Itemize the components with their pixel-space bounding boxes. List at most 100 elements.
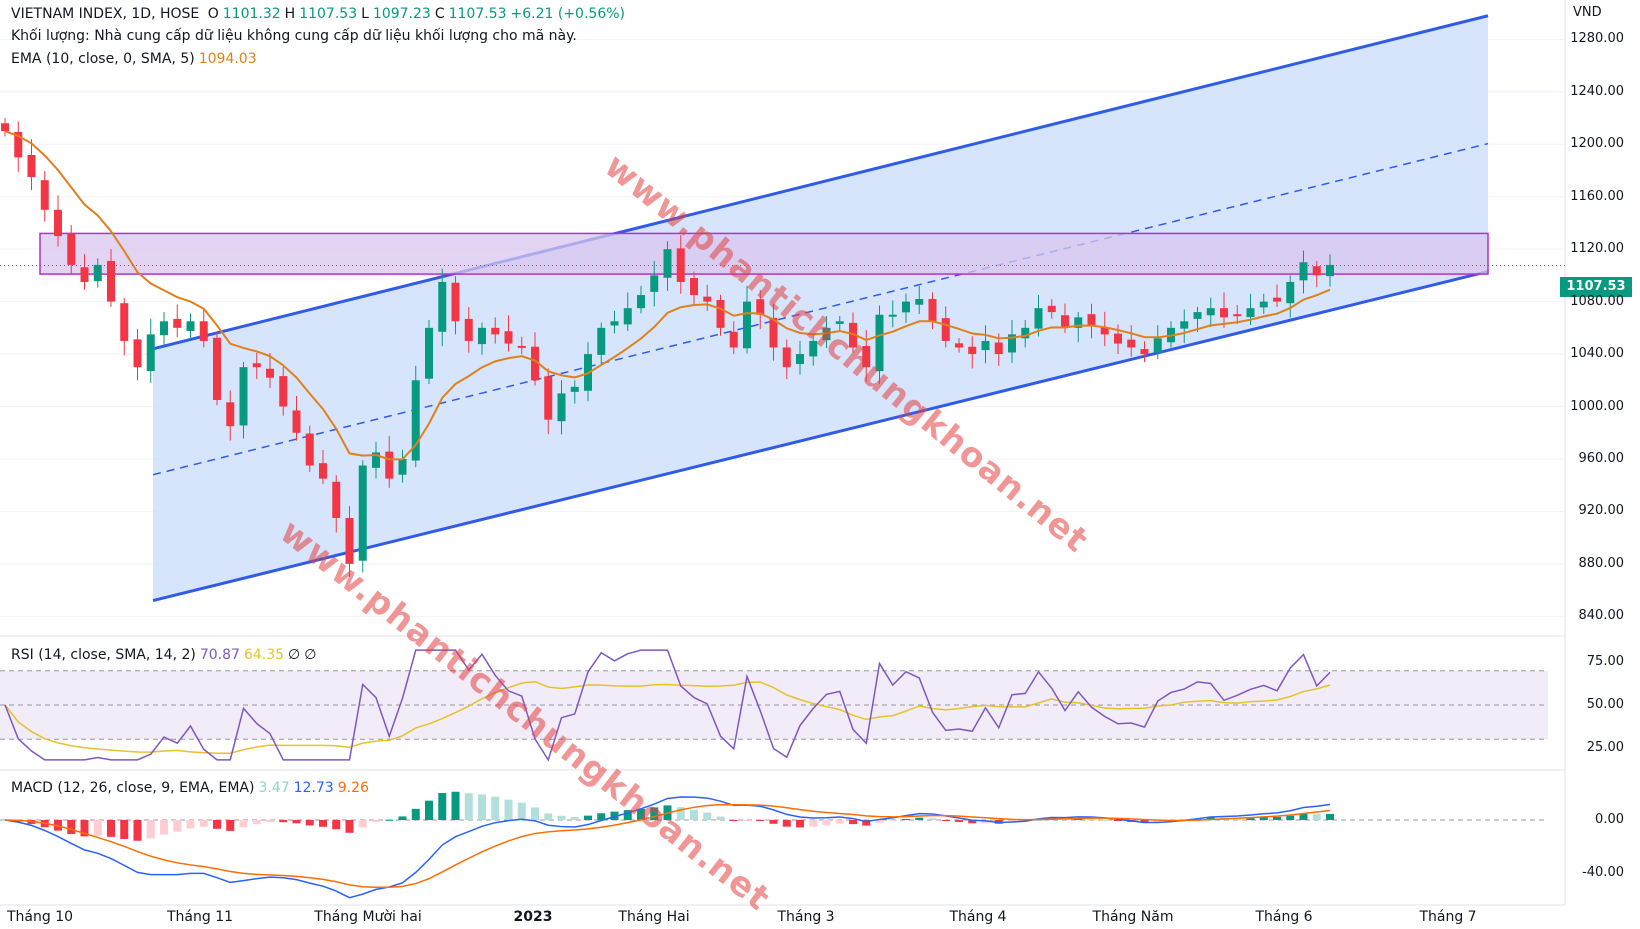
candle-body xyxy=(1061,315,1069,328)
macd-histogram-bar xyxy=(279,820,288,823)
macd-histogram-bar xyxy=(398,816,407,820)
candle-body xyxy=(252,363,261,368)
symbol-name: VIETNAM INDEX, 1D, HOSE xyxy=(11,6,200,22)
macd-histogram-bar xyxy=(875,820,884,823)
price-tick: 1200.00 xyxy=(1570,136,1624,152)
candle-body xyxy=(398,458,407,475)
macd-histogram-bar xyxy=(1273,816,1281,820)
candle-body xyxy=(1153,338,1162,353)
macd-histogram-bar xyxy=(676,807,685,820)
macd-histogram-bar xyxy=(1299,813,1308,820)
macd-histogram-bar xyxy=(756,820,765,822)
candle-body xyxy=(994,342,1003,355)
macd-histogram-bar xyxy=(120,820,129,839)
macd-histogram-bar xyxy=(372,820,380,823)
time-tick: Tháng Năm xyxy=(1092,909,1174,925)
macd-histogram-bar xyxy=(213,820,221,829)
rsi-tick: 50.00 xyxy=(1586,697,1624,712)
price-tick: 1160.00 xyxy=(1570,188,1624,204)
macd-histogram-bar xyxy=(1074,818,1083,820)
macd-histogram-bar xyxy=(1326,813,1334,820)
macd-histogram-bar xyxy=(835,820,844,824)
candle-body xyxy=(968,346,977,355)
macd-histogram-bar xyxy=(743,820,751,821)
candle-body xyxy=(690,278,698,296)
macd-histogram-bar xyxy=(690,809,698,820)
symbol-legend: VIETNAM INDEX, 1D, HOSE O 1101.32 H 1107.53… xyxy=(11,6,633,22)
price-tick: 880.00 xyxy=(1578,555,1625,571)
candle-body xyxy=(372,452,380,468)
candle-body xyxy=(358,465,367,561)
candle-body xyxy=(199,321,208,341)
candle-body xyxy=(1140,349,1149,355)
candle-body xyxy=(319,463,327,479)
macd-histogram-bar xyxy=(584,815,592,820)
candle-body xyxy=(902,301,910,313)
macd-histogram-bar xyxy=(226,820,235,831)
price-tick: 960.00 xyxy=(1578,450,1625,466)
candle-body xyxy=(1,123,9,132)
time-tick: 2023 xyxy=(513,909,553,925)
candle-body xyxy=(955,343,963,348)
macd-histogram-bar xyxy=(252,820,261,825)
candle-body xyxy=(796,354,804,365)
rsi-sma-line xyxy=(4,680,1331,755)
candle-body xyxy=(928,298,937,322)
rsi-legend[interactable]: RSI (14, close, SMA, 14, 2) 70.87 64.35 ∅ ∅ xyxy=(11,647,317,663)
macd-legend[interactable]: MACD (12, 26, close, 9, EMA, EMA) 3.47 12.… xyxy=(11,780,369,796)
candle-body xyxy=(1021,327,1030,339)
candle-body xyxy=(981,340,990,351)
ema-legend[interactable]: EMA (10, close, 0, SMA, 5) 1094.03 xyxy=(11,51,257,67)
candle-body xyxy=(279,376,288,407)
candle-body xyxy=(27,155,36,178)
price-tick: 920.00 xyxy=(1578,503,1625,519)
candle-body xyxy=(1193,312,1202,319)
price-tick: 840.00 xyxy=(1578,608,1625,624)
price-tick: 1000.00 xyxy=(1570,398,1624,414)
last-price-tag: 1107.53 xyxy=(1560,277,1632,297)
candle-body xyxy=(1259,301,1268,308)
macd-histogram-bar xyxy=(782,820,791,827)
macd-histogram-bar xyxy=(716,816,725,820)
candle-body xyxy=(67,232,76,265)
candle-body xyxy=(597,327,606,355)
candle-body xyxy=(213,337,221,400)
candle-body xyxy=(239,367,248,426)
macd-histogram-bar xyxy=(1100,819,1109,821)
macd-histogram-bar xyxy=(1087,818,1096,820)
time-tick: Tháng 3 xyxy=(777,909,835,925)
candle-body xyxy=(345,517,354,564)
candle-body xyxy=(517,345,526,348)
ohlc-readout: O 1101.32 H 1107.53 L 1097.23 C 1107.53 +6.21 (+… xyxy=(207,6,625,22)
macd-histogram-bar xyxy=(729,820,738,821)
macd-histogram-bar xyxy=(796,820,804,828)
candle-body xyxy=(875,314,884,372)
candle-body xyxy=(438,281,447,332)
macd-histogram-bar xyxy=(93,820,102,836)
candle-body xyxy=(637,295,645,309)
candle-body xyxy=(332,481,341,518)
candle-body xyxy=(1180,321,1189,329)
candle-body xyxy=(1034,308,1043,329)
macd-histogram-bar xyxy=(239,820,248,828)
candle-body xyxy=(226,402,235,427)
candle-body xyxy=(1206,308,1215,316)
candle-body xyxy=(504,331,513,344)
candle-body xyxy=(186,321,195,331)
candle-body xyxy=(544,376,553,420)
candle-body xyxy=(941,318,950,341)
macd-histogram-bar xyxy=(769,820,778,824)
macd-histogram-bar xyxy=(305,820,314,826)
price-tick: 1080.00 xyxy=(1570,293,1624,309)
resistance-zone xyxy=(39,232,1489,275)
macd-histogram-bar xyxy=(1312,814,1321,820)
candle-body xyxy=(385,451,394,479)
macd-histogram-bar xyxy=(955,820,963,822)
channel-fill xyxy=(153,15,1488,601)
candle-body xyxy=(146,334,155,372)
macd-histogram-bar xyxy=(544,813,553,820)
macd-histogram-bar xyxy=(107,820,115,837)
macd-histogram-bar xyxy=(557,815,566,820)
